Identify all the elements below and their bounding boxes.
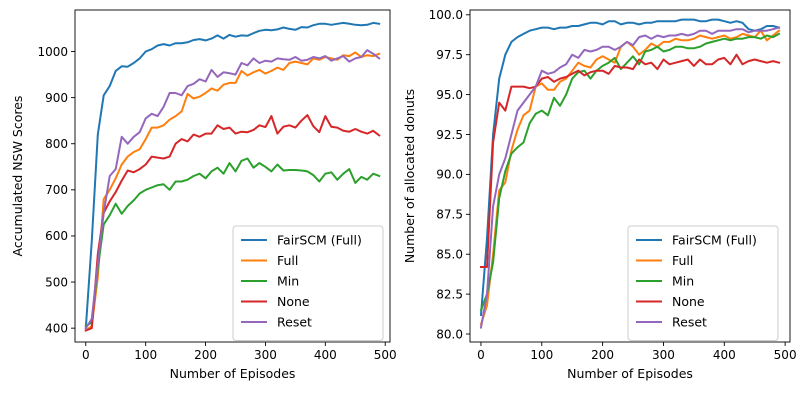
legend-label-min: Min: [277, 274, 299, 289]
legend-box: [232, 225, 384, 341]
legend-label-none: None: [277, 294, 310, 309]
left-chart-panel: 0 100 200 300 400 500 400 500 600 700 800 900 1000 Nu…: [10, 9, 397, 381]
x-tick-label: 100: [530, 348, 553, 362]
y-tick-label: 600: [45, 229, 68, 243]
x-axis-label: Number of Episodes: [170, 366, 296, 381]
legend-label-min: Min: [672, 274, 694, 289]
series-line-full: [84, 51, 381, 332]
x-tick-label: 400: [713, 348, 736, 362]
legend-label-fairscm-full: FairSCM (Full): [672, 233, 757, 248]
y-axis-label: Accumulated NSW Scores: [10, 96, 25, 257]
y-tick-label: 700: [45, 183, 68, 197]
series-line-reset: [84, 49, 381, 330]
series-line-fairscm-full: [479, 18, 781, 316]
y-tick-label: 900: [45, 91, 68, 105]
x-tick-label: 0: [82, 348, 90, 362]
legend-box: [627, 225, 779, 341]
series-line-fairscm-full: [84, 21, 381, 330]
y-tick-label: 800: [45, 137, 68, 151]
right-chart-panel: 0 100 200 300 400 500 80.0 82.5 85.0 87.5 90.0 92.5…: [402, 8, 797, 381]
legend-label-reset: Reset: [672, 315, 707, 330]
legend-label-fairscm-full: FairSCM (Full): [277, 233, 362, 248]
y-tick-label: 1000: [37, 45, 68, 59]
x-axis-label: Number of Episodes: [567, 366, 693, 381]
y-tick-label: 100.0: [429, 8, 463, 22]
x-tick-label: 300: [652, 348, 675, 362]
x-tick-label: 500: [774, 348, 797, 362]
legend-label-none: None: [672, 294, 705, 309]
x-tick-label: 500: [374, 348, 397, 362]
y-tick-label: 80.0: [436, 327, 463, 341]
y-axis-label: Number of allocated donuts: [402, 89, 417, 263]
y-tick-label: 400: [45, 321, 68, 335]
series-line-none: [84, 114, 381, 332]
y-tick-label: 97.5: [436, 48, 463, 62]
x-tick-label: 200: [591, 348, 614, 362]
x-tick-label: 200: [194, 348, 217, 362]
series-line-min: [479, 32, 781, 312]
y-tick-label: 95.0: [436, 88, 463, 102]
y-tick-label: 92.5: [436, 128, 463, 142]
x-tick-label: 100: [134, 348, 157, 362]
series-line-min: [84, 157, 381, 328]
x-tick-label: 400: [314, 348, 337, 362]
plot-frame: [74, 9, 391, 343]
y-tick-label: 82.5: [436, 287, 463, 301]
y-tick-label: 90.0: [436, 168, 463, 182]
legend: FairSCM (Full) Full Min None Reset: [627, 225, 779, 341]
x-tick-label: 300: [254, 348, 277, 362]
series-line-reset: [479, 26, 781, 329]
y-tick-label: 87.5: [436, 208, 463, 222]
series-line-none: [480, 53, 781, 268]
plot-frame: [469, 9, 791, 343]
legend-label-full: Full: [672, 253, 693, 268]
legend-label-full: Full: [277, 253, 298, 268]
legend-label-reset: Reset: [277, 315, 312, 330]
legend: FairSCM (Full) Full Min None Reset: [232, 225, 384, 341]
y-tick-label: 500: [45, 275, 68, 289]
y-tick-label: 85.0: [436, 248, 463, 262]
x-tick-label: 0: [477, 348, 485, 362]
